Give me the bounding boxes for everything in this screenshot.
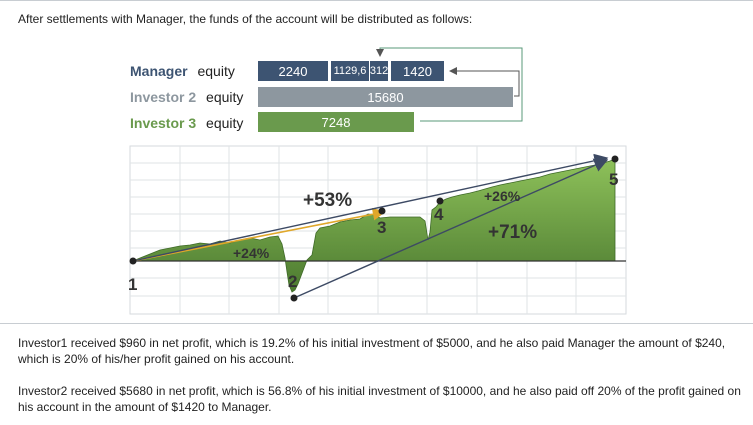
growth-label-26: +26% bbox=[484, 188, 521, 204]
point-marker-5 bbox=[611, 155, 619, 163]
investor3-name: Investor 3 bbox=[130, 115, 197, 131]
investor2-equity-label: equity bbox=[206, 89, 244, 105]
investor3-bar-value: 7248 bbox=[321, 114, 351, 130]
investor3-equity-label: equity bbox=[206, 115, 244, 131]
arrow-1-to-3 bbox=[132, 207, 386, 262]
growth-label-71: +71% bbox=[488, 222, 537, 243]
point-label-4: 4 bbox=[434, 205, 444, 224]
manager-segment-1: 2240 bbox=[258, 61, 328, 81]
growth-label-53: +53% bbox=[303, 190, 352, 211]
top-divider bbox=[0, 0, 753, 1]
section-divider bbox=[0, 323, 753, 324]
manager-segment-1-value: 2240 bbox=[278, 63, 308, 79]
manager-equity-label: equity bbox=[197, 63, 235, 79]
arrow-1-to-5 bbox=[132, 153, 609, 262]
investor1-summary: Investor1 received $960 in net profit, w… bbox=[18, 336, 726, 366]
point-marker-1 bbox=[129, 257, 137, 265]
investor2-bar: 15680 bbox=[258, 87, 513, 107]
investor3-row-label: Investor 3 equity bbox=[130, 115, 243, 131]
point-marker-2 bbox=[290, 294, 298, 302]
investor2-summary: Investor2 received $5680 in net profit, … bbox=[18, 384, 741, 414]
intro-text: After settlements with Manager, the fund… bbox=[18, 12, 473, 26]
manager-segment-3-value: 312 bbox=[369, 65, 389, 77]
manager-name: Manager bbox=[130, 63, 188, 79]
investor2-row-label: Investor 2 equity bbox=[130, 89, 243, 105]
investor2-name: Investor 2 bbox=[130, 89, 197, 105]
point-marker-3 bbox=[378, 207, 386, 215]
investor2-bar-value: 15680 bbox=[367, 89, 404, 105]
point-label-2: 2 bbox=[288, 272, 297, 291]
investor3-to-manager-arrow bbox=[376, 47, 523, 122]
manager-segment-4-value: 1420 bbox=[403, 63, 432, 79]
point-label-5: 5 bbox=[609, 170, 618, 189]
manager-row-label: Manager equity bbox=[130, 63, 235, 79]
manager-segment-4: 1420 bbox=[391, 61, 444, 81]
point-label-3: 3 bbox=[377, 218, 386, 237]
growth-label-24: +24% bbox=[233, 245, 270, 261]
manager-segment-2-value: 1129,6 bbox=[333, 65, 367, 77]
investor3-bar: 7248 bbox=[258, 112, 414, 132]
bar-connector-arrows bbox=[376, 47, 523, 122]
manager-segment-3: 312 bbox=[370, 61, 388, 81]
investor2-to-manager-arrow bbox=[449, 67, 520, 97]
manager-segment-2: 1129,6 bbox=[331, 61, 369, 81]
arrow-2-to-5 bbox=[293, 158, 609, 299]
point-label-1: 1 bbox=[128, 275, 137, 294]
point-marker-4 bbox=[436, 197, 444, 205]
equity-growth-chart: 1 2 3 4 5 +24% +53% +26% +71% bbox=[128, 145, 627, 315]
